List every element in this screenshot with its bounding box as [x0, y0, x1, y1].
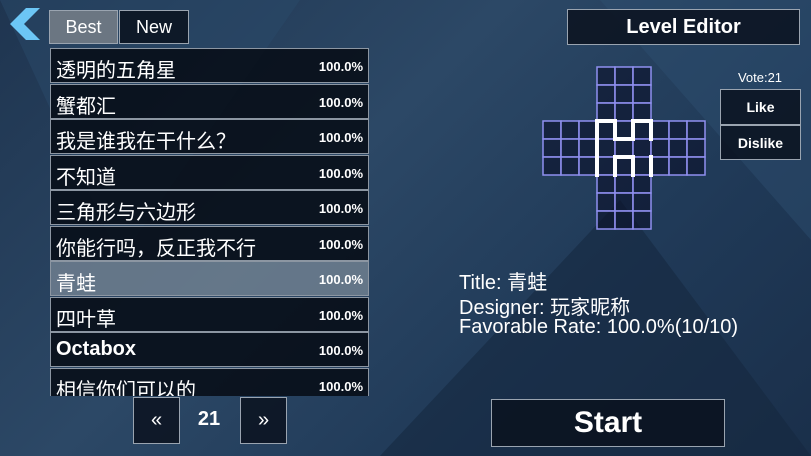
- grid-cell: [614, 174, 634, 194]
- grid-cell: [668, 156, 688, 176]
- level-rate: 100.0%: [318, 130, 363, 145]
- grid-cell: [542, 138, 562, 158]
- level-row[interactable]: 透明的五角星 100.0%: [50, 48, 369, 83]
- level-row[interactable]: 我是谁我在干什么？ 100.0%: [50, 119, 369, 154]
- grid-cell: [614, 66, 634, 86]
- grid-cell: [632, 138, 652, 158]
- level-name: 三角形与六边形: [56, 202, 196, 224]
- level-name: 不知道: [56, 166, 116, 189]
- grid-cell: [560, 120, 580, 140]
- grid-cell: [632, 66, 652, 86]
- grid-cell: [578, 120, 598, 140]
- detail-label: Favorable Rate:: [459, 316, 602, 338]
- grid-cell: [632, 210, 652, 230]
- level-preview: [542, 66, 706, 230]
- level-rate: 100.0%: [318, 165, 363, 181]
- vote-count: Vote:21: [737, 70, 783, 85]
- level-row[interactable]: 三角形与六边形 100.0%: [50, 190, 369, 225]
- level-rate: 100.0%: [318, 272, 363, 287]
- grid-cell: [614, 192, 634, 212]
- detail-value: 玩家昵称: [550, 297, 631, 319]
- grid-cell: [668, 120, 688, 140]
- level-row[interactable]: 相信你们可以的 100.0%: [50, 367, 369, 397]
- grid-cell: [650, 120, 670, 140]
- level-row[interactable]: 蟹都汇 100.0%: [50, 83, 369, 119]
- tab-best[interactable]: Best: [49, 10, 118, 44]
- level-rate: 100.0%: [318, 343, 363, 358]
- back-button[interactable]: [6, 6, 44, 42]
- grid-cell: [596, 156, 616, 176]
- level-name: 相信你们可以的: [56, 379, 196, 397]
- grid-cell: [560, 156, 580, 176]
- detail-line: Title: 青蛙: [459, 266, 547, 295]
- level-rate: 100.0%: [318, 94, 363, 110]
- grid-cell: [596, 210, 616, 230]
- level-rate: 100.0%: [318, 378, 363, 394]
- level-rate: 100.0%: [318, 201, 363, 216]
- level-editor-button[interactable]: Level Editor: [567, 9, 800, 45]
- grid-cell: [614, 210, 634, 230]
- level-name: 你能行吗，反正我不行: [56, 237, 256, 260]
- level-name: 蟹都汇: [56, 95, 116, 118]
- level-row[interactable]: 青蛙 100.0%: [50, 261, 369, 296]
- page-number: 21: [197, 408, 221, 430]
- start-button[interactable]: Start: [491, 399, 725, 447]
- grid-cell: [632, 192, 652, 212]
- level-row[interactable]: Octabox 100.0%: [50, 332, 369, 367]
- level-rate: 100.0%: [318, 307, 363, 323]
- grid-cell: [650, 156, 670, 176]
- tab-new[interactable]: New: [119, 10, 189, 44]
- level-rate: 100.0%: [318, 236, 363, 252]
- level-name: 透明的五角星: [56, 60, 176, 82]
- level-row[interactable]: 不知道 100.0%: [50, 154, 369, 190]
- grid-cell: [542, 156, 562, 176]
- next-page[interactable]: »: [240, 397, 287, 444]
- detail-value: 青蛙: [507, 272, 548, 294]
- grid-cell: [632, 84, 652, 104]
- grid-cell: [686, 156, 706, 176]
- grid-cell: [668, 138, 688, 158]
- detail-line: Designer: 玩家昵称: [459, 291, 630, 320]
- level-name: 四叶草: [56, 308, 116, 331]
- like-button[interactable]: Like: [720, 89, 801, 125]
- grid-cell: [596, 66, 616, 86]
- grid-cell: [686, 138, 706, 158]
- grid-cell: [632, 156, 652, 176]
- detail-line: Favorable Rate: 100.0%(10/10): [459, 316, 738, 339]
- grid-cell: [542, 120, 562, 140]
- grid-cell: [596, 138, 616, 158]
- grid-cell: [614, 84, 634, 104]
- grid-cell: [596, 120, 616, 140]
- grid-cell: [632, 102, 652, 122]
- dislike-button[interactable]: Dislike: [720, 125, 801, 160]
- grid-cell: [596, 102, 616, 122]
- grid-cell: [596, 192, 616, 212]
- grid-cell: [632, 174, 652, 194]
- grid-cell: [596, 84, 616, 104]
- level-list: 透明的五角星 100.0% 蟹都汇 100.0% 我是谁我在干什么？ 100.0% 不知道 1…: [0, 0, 400, 396]
- grid-cell: [632, 120, 652, 140]
- grid-cell: [614, 120, 634, 140]
- prev-page[interactable]: «: [133, 397, 180, 444]
- grid-cell: [614, 138, 634, 158]
- detail-value: 100.0%(10/10): [606, 316, 739, 338]
- level-name: Octabox: [56, 338, 137, 360]
- grid-cell: [578, 156, 598, 176]
- level-name: 我是谁我在干什么？: [56, 131, 236, 153]
- detail-label: Title:: [459, 272, 502, 294]
- grid-cell: [578, 138, 598, 158]
- grid-cell: [560, 138, 580, 158]
- grid-cell: [596, 174, 616, 194]
- level-name: 青蛙: [56, 273, 96, 295]
- detail-label: Designer:: [459, 297, 545, 319]
- grid-cell: [650, 138, 670, 158]
- level-row[interactable]: 四叶草 100.0%: [50, 296, 369, 332]
- grid-cell: [686, 120, 706, 140]
- level-rate: 100.0%: [318, 59, 363, 74]
- grid-cell: [614, 156, 634, 176]
- grid-cell: [614, 102, 634, 122]
- level-row[interactable]: 你能行吗，反正我不行 100.0%: [50, 225, 369, 261]
